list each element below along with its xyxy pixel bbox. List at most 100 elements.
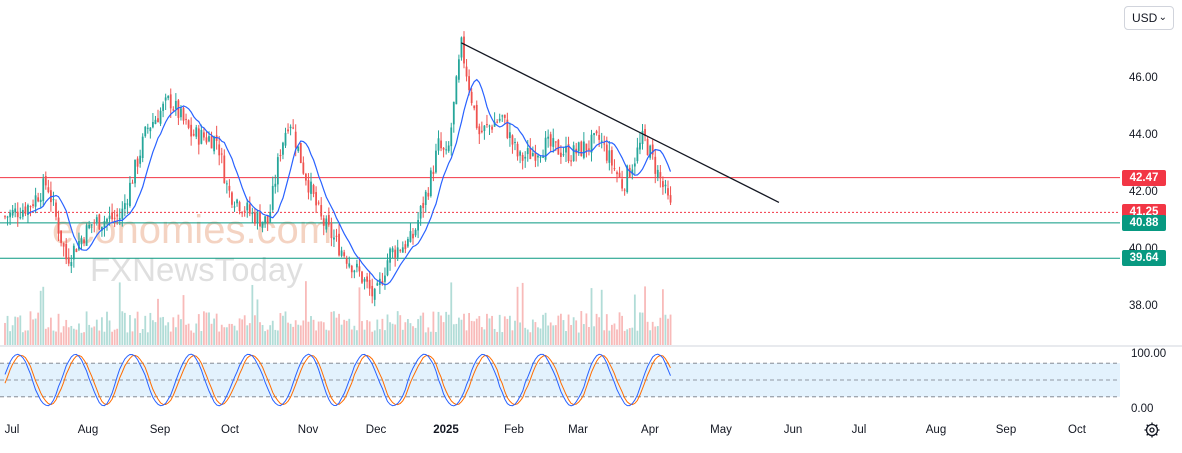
- volume-bar: [177, 314, 180, 345]
- candle-body: [141, 136, 144, 158]
- volume-bar: [442, 322, 445, 345]
- volume-bar: [356, 330, 358, 345]
- candle-body: [442, 147, 445, 150]
- candle-body: [345, 258, 348, 264]
- currency-selector[interactable]: USD ⌄: [1124, 6, 1174, 30]
- candle-body: [498, 118, 501, 121]
- candle-body: [172, 109, 175, 111]
- volume-bar: [521, 282, 524, 345]
- volume-bar: [325, 329, 328, 345]
- volume-bar: [366, 320, 368, 345]
- time-axis[interactable]: Jul Aug Sep Oct Nov Dec 2025 Feb Mar Apr May Jun Jul…: [5, 424, 1087, 436]
- candle-body: [297, 146, 300, 152]
- currency-label: USD: [1132, 11, 1158, 25]
- candle-body: [539, 156, 542, 158]
- volume-bar: [368, 321, 371, 345]
- volume-bar: [174, 327, 177, 345]
- candle-body: [531, 153, 534, 156]
- volume-bar: [259, 322, 261, 345]
- candle-body: [567, 144, 570, 162]
- volume-bar: [348, 318, 351, 345]
- volume-bar: [608, 330, 611, 345]
- candle-body: [131, 182, 134, 184]
- volume-bar: [294, 320, 297, 345]
- volume-bar: [108, 320, 111, 345]
- candle-body: [330, 223, 333, 239]
- volume-bar: [254, 315, 256, 345]
- volume-bar: [6, 315, 9, 345]
- candle-body: [223, 155, 226, 184]
- candle-body: [11, 209, 14, 216]
- volume-bar: [180, 319, 182, 345]
- time-tick-label: Jun: [784, 424, 803, 436]
- watermark-line2: FXNewsToday: [90, 251, 303, 288]
- candle-body: [317, 202, 320, 204]
- candle-body: [78, 241, 80, 250]
- candle-body: [251, 212, 254, 215]
- candle-body: [325, 218, 328, 230]
- volume-bar: [256, 299, 259, 345]
- volume-bar: [404, 322, 407, 345]
- volume-bar: [134, 318, 136, 345]
- candle-body: [491, 126, 493, 130]
- candle-body: [343, 252, 346, 257]
- time-tick-label: Apr: [641, 424, 659, 436]
- candle-body: [582, 141, 585, 158]
- volume-bar: [37, 312, 40, 345]
- trendline[interactable]: [461, 42, 780, 203]
- candle-body: [197, 128, 200, 145]
- volume-bar: [611, 324, 613, 345]
- candle-body: [552, 138, 555, 147]
- candle-body: [429, 170, 432, 197]
- candle-body: [440, 140, 442, 149]
- time-tick-label: May: [710, 424, 732, 436]
- volume-bar: [547, 325, 550, 345]
- candle-body: [302, 162, 305, 174]
- candle-body: [315, 192, 317, 206]
- candle-body: [572, 145, 575, 161]
- candle-body: [225, 183, 228, 185]
- volume-bar: [483, 329, 486, 345]
- watermark: economies.com FXNewsToday: [52, 208, 332, 288]
- candle-body: [384, 275, 386, 282]
- volume-bar: [371, 331, 374, 345]
- candle-body: [62, 243, 65, 247]
- volume-bar: [529, 332, 532, 345]
- volume-bar: [276, 330, 279, 345]
- level-lines: [0, 177, 1120, 259]
- volume-bar: [14, 316, 17, 345]
- volume-bar: [251, 284, 254, 345]
- volume-bar: [195, 323, 198, 345]
- volume-bar: [317, 321, 320, 345]
- volume-bar: [327, 330, 330, 345]
- candle-body: [468, 76, 470, 91]
- candle-body: [254, 212, 256, 224]
- candle-body: [116, 214, 119, 217]
- volume-bar: [577, 332, 580, 345]
- candle-body: [123, 203, 126, 210]
- volume-bar: [93, 326, 96, 345]
- volume-bar: [238, 318, 241, 345]
- price-tick-label: 46.00: [1129, 72, 1158, 84]
- volume-bar: [246, 325, 249, 345]
- candle-body: [274, 183, 277, 187]
- candle-body: [83, 239, 85, 244]
- price-tick-label: 38.00: [1129, 300, 1158, 312]
- candle-body: [616, 172, 618, 175]
- volume-bar: [338, 313, 340, 345]
- candle-body: [401, 247, 404, 253]
- gear-icon[interactable]: [1143, 421, 1161, 439]
- candle-body: [511, 135, 514, 145]
- candle-body: [470, 91, 473, 104]
- volume-bar: [88, 324, 91, 345]
- volume-bar: [32, 319, 34, 345]
- volume-bar: [208, 312, 210, 345]
- volume-bar: [531, 319, 534, 345]
- candle-body: [210, 136, 213, 149]
- volume-bar: [407, 319, 409, 345]
- candle-body: [651, 144, 654, 155]
- candle-body: [167, 95, 170, 99]
- candle-body: [322, 218, 325, 226]
